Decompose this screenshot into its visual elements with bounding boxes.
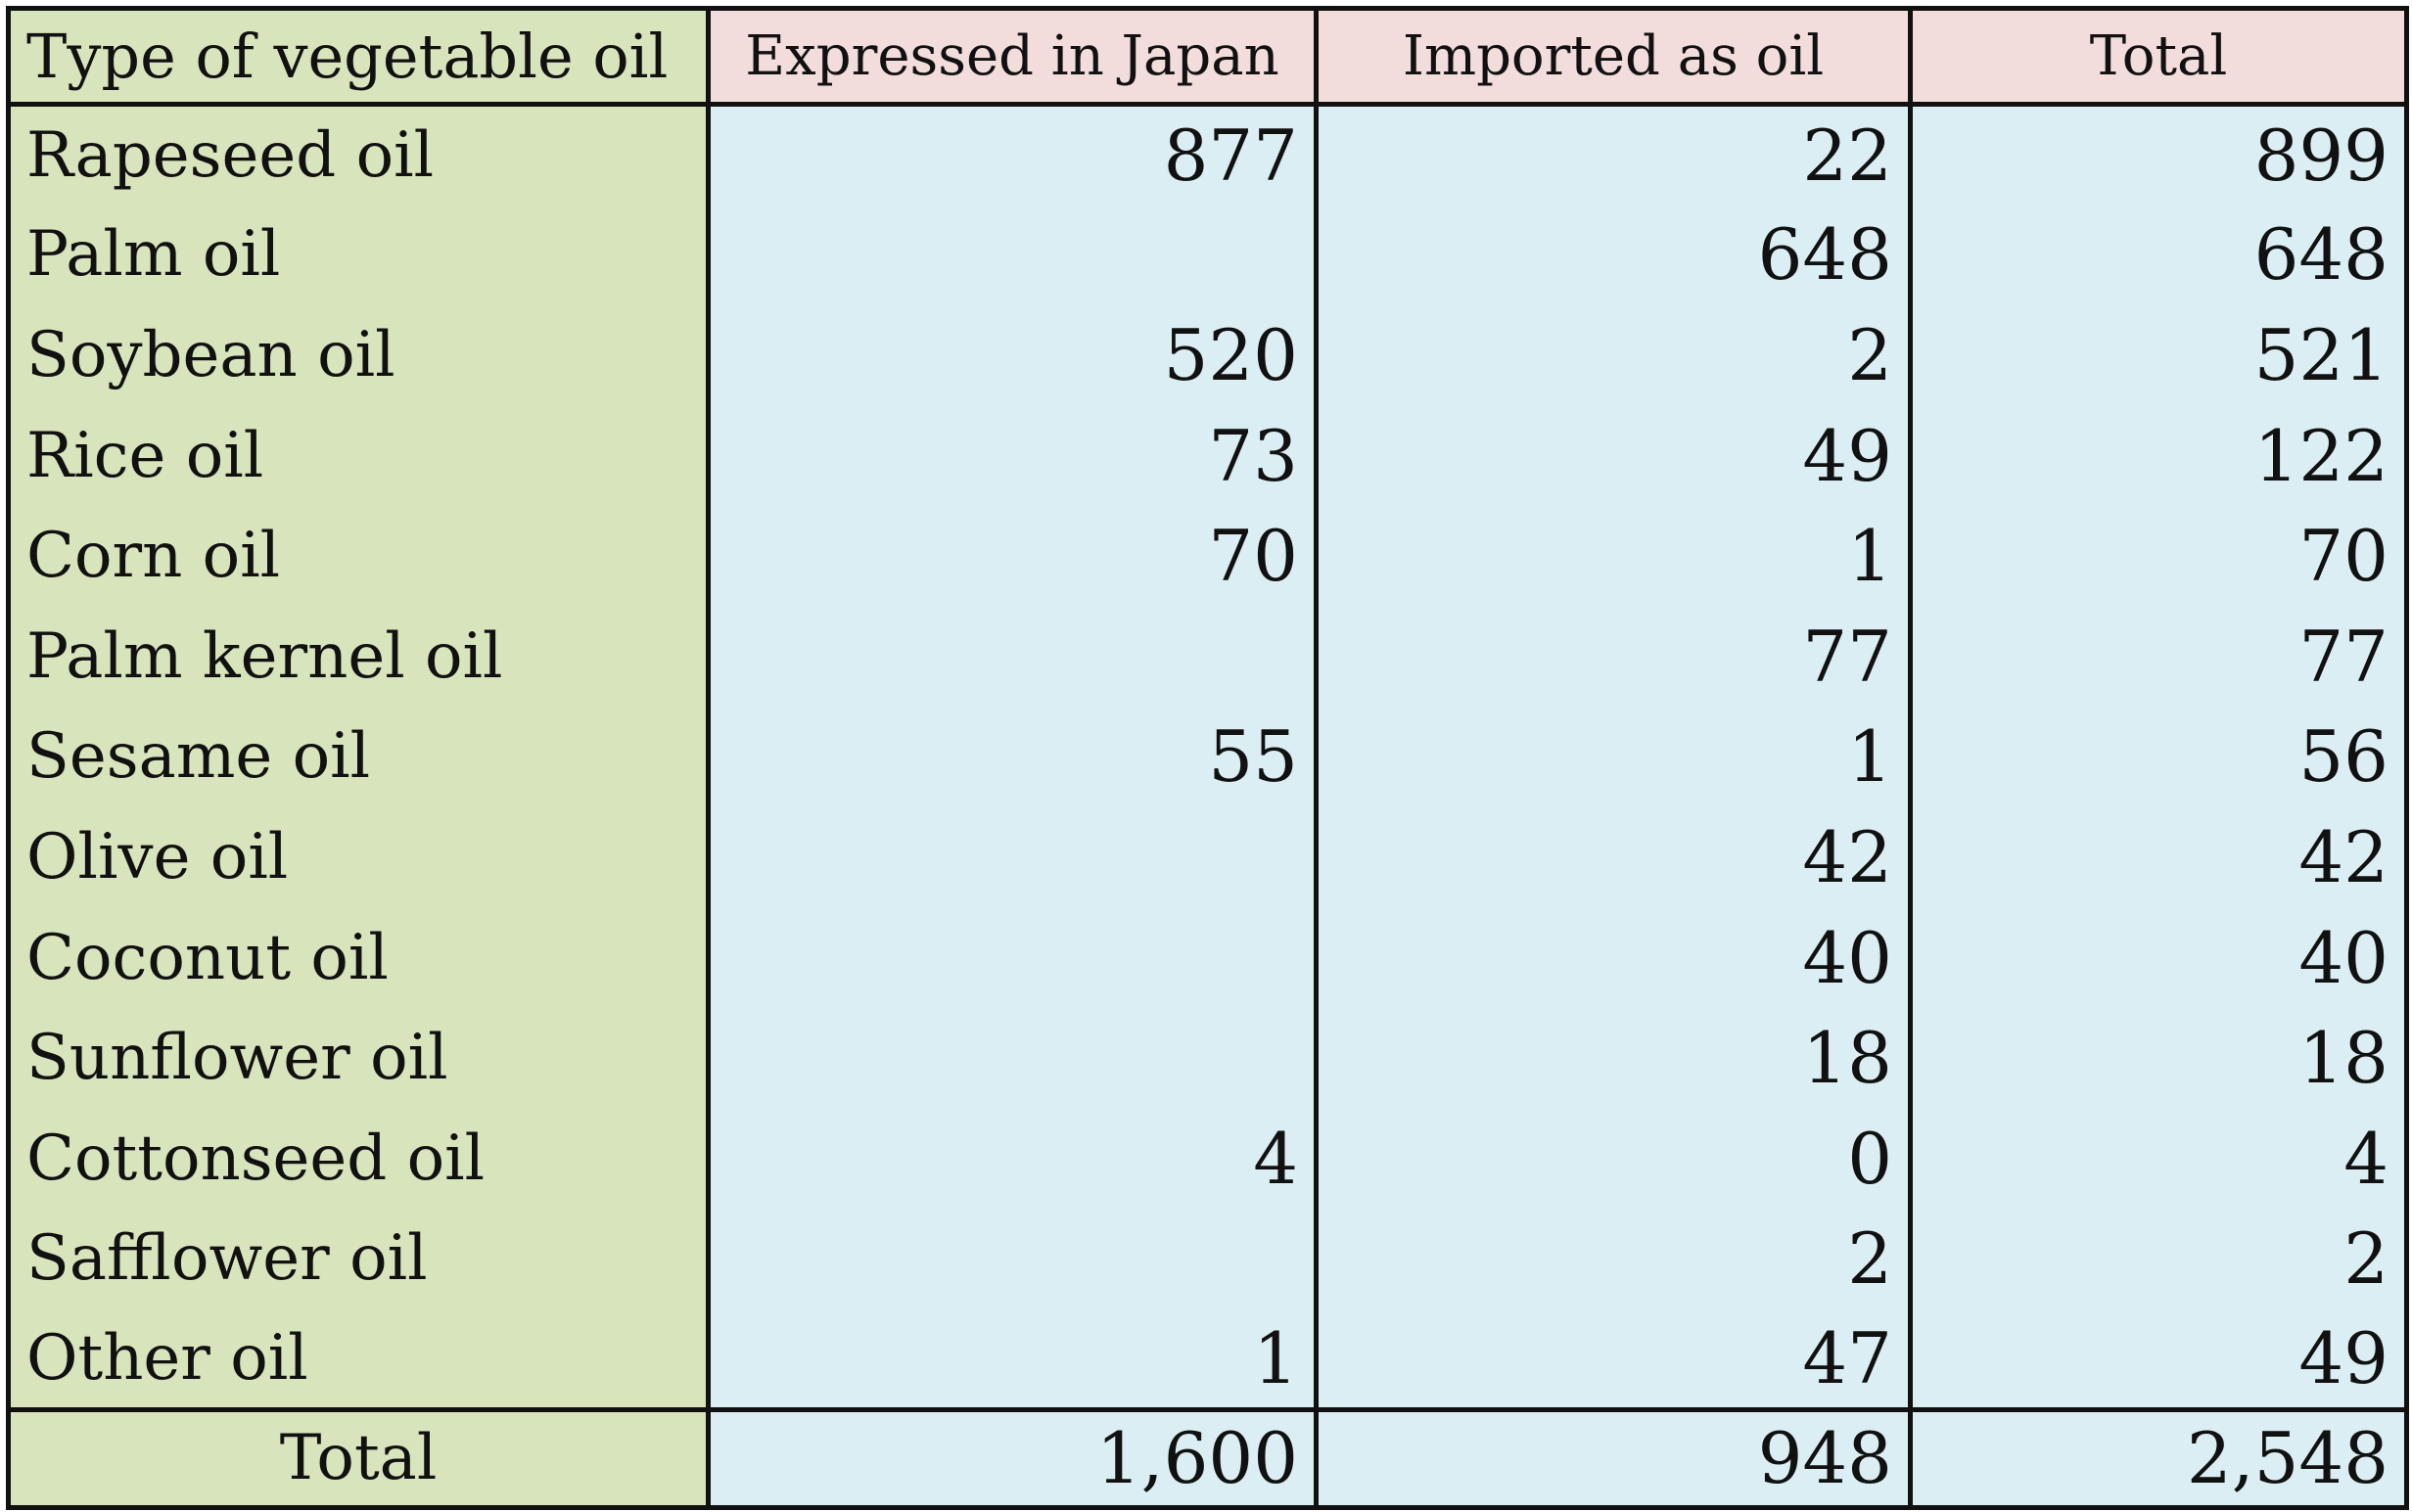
- expressed-cell: [706, 1007, 1319, 1109]
- expressed-cell: 55: [706, 707, 1319, 807]
- oil-type-cell: Palm kernel oil: [6, 606, 711, 708]
- total-cell: 40: [1908, 907, 2409, 1008]
- total-cell: 18: [1908, 1007, 2409, 1109]
- imported-cell: 42: [1314, 806, 1913, 908]
- oil-type-cell: Olive oil: [6, 806, 711, 908]
- expressed-cell: 877: [706, 104, 1319, 206]
- oil-type-cell: Soybean oil: [6, 304, 711, 406]
- expressed-cell: 520: [706, 304, 1319, 406]
- imported-cell: 648: [1314, 205, 1913, 305]
- expressed-cell: 73: [706, 405, 1319, 506]
- table-row: Olive oil 42 42: [6, 806, 2409, 908]
- imported-cell: 18: [1314, 1007, 1913, 1109]
- table-row: Palm oil 648 648: [6, 205, 2409, 305]
- total-cell: 42: [1908, 806, 2409, 908]
- total-cell: 648: [1908, 205, 2409, 305]
- column-header-expressed: Expressed in Japan: [706, 6, 1319, 107]
- expressed-cell: [706, 1209, 1319, 1309]
- table-body: Rapeseed oil 877 22 899 Palm oil 648 648 Soybea…: [6, 104, 2409, 1412]
- column-header-type: Type of vegetable oil: [6, 6, 711, 107]
- total-cell: 4: [1908, 1108, 2409, 1210]
- total-label: Total: [6, 1406, 711, 1510]
- table-row: Cottonseed oil 4 0 4: [6, 1108, 2409, 1210]
- header-row: Type of vegetable oil Expressed in Japan…: [6, 6, 2409, 107]
- total-cell: 77: [1908, 606, 2409, 708]
- vegetable-oil-table: Type of vegetable oil Expressed in Japan…: [6, 6, 2409, 1510]
- oil-type-cell: Sunflower oil: [6, 1007, 711, 1109]
- column-header-total: Total: [1908, 6, 2409, 107]
- expressed-cell: [706, 806, 1319, 908]
- table-row: Coconut oil 40 40: [6, 907, 2409, 1008]
- table-row: Sesame oil 55 1 56: [6, 707, 2409, 807]
- total-cell: 2: [1908, 1209, 2409, 1309]
- imported-cell: 22: [1314, 104, 1913, 206]
- expressed-cell: 70: [706, 505, 1319, 607]
- total-imported-cell: 948: [1314, 1406, 1913, 1510]
- total-cell: 899: [1908, 104, 2409, 206]
- oil-type-cell: Sesame oil: [6, 707, 711, 807]
- oil-type-cell: Other oil: [6, 1308, 711, 1412]
- oil-type-cell: Safflower oil: [6, 1209, 711, 1309]
- table-row: Safflower oil 2 2: [6, 1209, 2409, 1309]
- total-cell: 49: [1908, 1308, 2409, 1412]
- oil-type-cell: Palm oil: [6, 205, 711, 305]
- total-total-cell: 2,548: [1908, 1406, 2409, 1510]
- oil-type-cell: Cottonseed oil: [6, 1108, 711, 1210]
- imported-cell: 47: [1314, 1308, 1913, 1412]
- imported-cell: 49: [1314, 405, 1913, 506]
- total-cell: 70: [1908, 505, 2409, 607]
- column-header-imported: Imported as oil: [1314, 6, 1913, 107]
- imported-cell: 2: [1314, 1209, 1913, 1309]
- expressed-cell: 1: [706, 1308, 1319, 1412]
- total-expressed-cell: 1,600: [706, 1406, 1319, 1510]
- imported-cell: 1: [1314, 707, 1913, 807]
- oil-type-cell: Coconut oil: [6, 907, 711, 1008]
- expressed-cell: [706, 907, 1319, 1008]
- oil-type-cell: Rapeseed oil: [6, 104, 711, 206]
- imported-cell: 40: [1314, 907, 1913, 1008]
- imported-cell: 2: [1314, 304, 1913, 406]
- total-row: Total 1,600 948 2,548: [6, 1406, 2409, 1510]
- oil-type-cell: Corn oil: [6, 505, 711, 607]
- table-row: Soybean oil 520 2 521: [6, 304, 2409, 406]
- expressed-cell: 4: [706, 1108, 1319, 1210]
- table-row: Corn oil 70 1 70: [6, 505, 2409, 607]
- total-cell: 521: [1908, 304, 2409, 406]
- table-row: Sunflower oil 18 18: [6, 1007, 2409, 1109]
- expressed-cell: [706, 606, 1319, 708]
- total-cell: 122: [1908, 405, 2409, 506]
- table-row: Other oil 1 47 49: [6, 1308, 2409, 1412]
- expressed-cell: [706, 205, 1319, 305]
- table-row: Rice oil 73 49 122: [6, 405, 2409, 506]
- table-row: Rapeseed oil 877 22 899: [6, 104, 2409, 206]
- table-row: Palm kernel oil 77 77: [6, 606, 2409, 708]
- imported-cell: 0: [1314, 1108, 1913, 1210]
- oil-type-cell: Rice oil: [6, 405, 711, 506]
- imported-cell: 77: [1314, 606, 1913, 708]
- total-cell: 56: [1908, 707, 2409, 807]
- imported-cell: 1: [1314, 505, 1913, 607]
